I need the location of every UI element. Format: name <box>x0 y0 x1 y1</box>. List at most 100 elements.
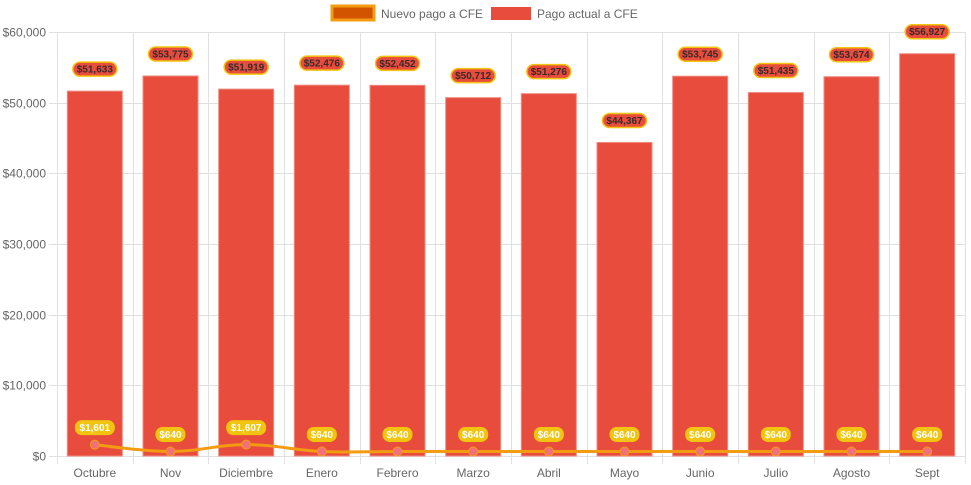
bar-data-label-bg <box>601 112 648 129</box>
line-point[interactable] <box>392 446 403 457</box>
line-point[interactable] <box>922 446 933 457</box>
line-point[interactable] <box>241 439 252 450</box>
line-data-label: $640 <box>765 430 788 441</box>
bar-data-label: $51,276 <box>531 67 568 78</box>
grid <box>49 32 966 464</box>
bar[interactable] <box>445 97 502 457</box>
line-data-label: $640 <box>311 430 334 441</box>
bar-data-label: $52,476 <box>304 59 341 70</box>
bar-data-label-bg <box>904 23 950 40</box>
y-tick-label: $30,000 <box>3 238 47 252</box>
line-data-label-bg <box>760 426 791 442</box>
y-tick-label: $50,000 <box>3 97 47 111</box>
bar-data-label: $51,919 <box>228 63 265 74</box>
line-data-label: $1,607 <box>231 423 262 434</box>
line-point[interactable] <box>619 446 630 457</box>
bar[interactable] <box>66 90 123 457</box>
line-data-label-bg <box>912 426 943 442</box>
bar-data-label-bg <box>147 46 194 62</box>
line-point[interactable] <box>543 446 554 457</box>
line-data-label-bg <box>155 426 186 442</box>
line-data-label-bg <box>74 420 115 436</box>
line-data-label-bg <box>685 426 716 442</box>
x-tick-label: Agosto <box>833 466 871 480</box>
y-tick-label: $40,000 <box>3 167 47 181</box>
bar[interactable] <box>520 93 577 457</box>
y-tick-label: $0 <box>33 450 47 464</box>
bar-data-label: $53,745 <box>682 50 719 61</box>
bar[interactable] <box>747 92 804 457</box>
x-tick-label: Julio <box>763 466 788 480</box>
legend-swatch-pago-actual <box>491 7 531 20</box>
y-axis: $0 $10,000 $20,000 $30,000 $40,000 $50,000 $60… <box>3 26 47 464</box>
bar[interactable] <box>899 53 956 457</box>
bar-data-label: $51,633 <box>77 65 114 76</box>
bar-data-label-bg <box>223 59 269 75</box>
y-tick-label: $20,000 <box>3 309 47 323</box>
bar[interactable] <box>142 75 199 457</box>
legend-label-pago-actual: Pago actual a CFE <box>537 7 638 21</box>
bar[interactable] <box>369 84 426 457</box>
bar[interactable] <box>596 141 653 457</box>
line-data-label: $640 <box>840 430 863 441</box>
x-tick-label: Mayo <box>610 466 640 480</box>
bar-data-label: $53,674 <box>833 50 870 61</box>
line-data-label-bg <box>382 426 413 442</box>
x-tick-label: Abril <box>537 466 561 480</box>
bar-data-label-bg <box>828 46 875 63</box>
bar[interactable] <box>672 75 729 457</box>
line-point[interactable] <box>165 446 176 457</box>
line-point[interactable] <box>770 446 781 457</box>
x-axis: Octubre Nov Diciembre Enero Febrero Marzo Abri… <box>73 466 940 480</box>
line-data-label: $640 <box>159 430 182 441</box>
line-data-label-bg <box>836 426 867 442</box>
line-data-label-bg <box>533 426 564 442</box>
line-path <box>94 443 928 454</box>
line-point[interactable] <box>695 446 706 457</box>
x-tick-label: Sept <box>915 466 940 480</box>
line-point[interactable] <box>846 446 857 457</box>
line-data-label: $640 <box>386 430 409 441</box>
bar-data-label: $52,452 <box>379 59 416 70</box>
x-tick-label: Diciembre <box>219 466 273 480</box>
legend-label-nuevo-pago: Nuevo pago a CFE <box>381 7 483 21</box>
line-data-label: $640 <box>916 430 939 441</box>
x-tick-label: Octubre <box>73 466 116 480</box>
line-data-label: $640 <box>613 430 636 441</box>
bar-data-label-bg <box>677 46 723 62</box>
line-data-label-bg <box>226 420 267 436</box>
legend-swatch-nuevo-pago <box>330 4 376 22</box>
line-point[interactable] <box>468 446 479 457</box>
x-tick-label: Junio <box>686 466 715 480</box>
line-data-label: $640 <box>538 430 561 441</box>
bar-data-label: $50,712 <box>455 71 492 82</box>
bar-data-label-bg <box>450 67 496 84</box>
legend-item-nuevo-pago[interactable]: Nuevo pago a CFE <box>330 4 483 22</box>
bar[interactable] <box>218 88 275 457</box>
y-tick-label: $10,000 <box>3 379 47 393</box>
legend-item-pago-actual[interactable]: Pago actual a CFE <box>491 7 638 21</box>
line-series <box>89 439 933 457</box>
line-point[interactable] <box>89 439 100 450</box>
bar-data-label-bg <box>753 62 799 79</box>
line-data-label-bg <box>306 426 337 442</box>
x-tick-label: Febrero <box>376 466 418 480</box>
x-tick-label: Enero <box>306 466 338 480</box>
bar[interactable] <box>293 84 350 457</box>
bars <box>66 53 956 457</box>
y-tick-label: $60,000 <box>3 26 47 40</box>
bar-data-label-bg <box>299 55 345 71</box>
line-data-label: $1,601 <box>80 423 111 434</box>
bar-data-label: $56,927 <box>909 27 946 38</box>
line-labels: $1,601 $640 $1,607 $640 $640 $640 $640 $640 $640… <box>74 420 943 442</box>
x-tick-label: Marzo <box>456 466 490 480</box>
legend: Nuevo pago a CFE Pago actual a CFE <box>330 4 638 22</box>
bar-data-label: $53,775 <box>152 49 189 60</box>
line-data-label: $640 <box>462 430 485 441</box>
line-data-label-bg <box>609 426 640 442</box>
x-tick-label: Nov <box>160 466 181 480</box>
line-point[interactable] <box>316 446 327 457</box>
bar[interactable] <box>823 76 880 457</box>
bar-data-label-bg <box>526 63 572 80</box>
